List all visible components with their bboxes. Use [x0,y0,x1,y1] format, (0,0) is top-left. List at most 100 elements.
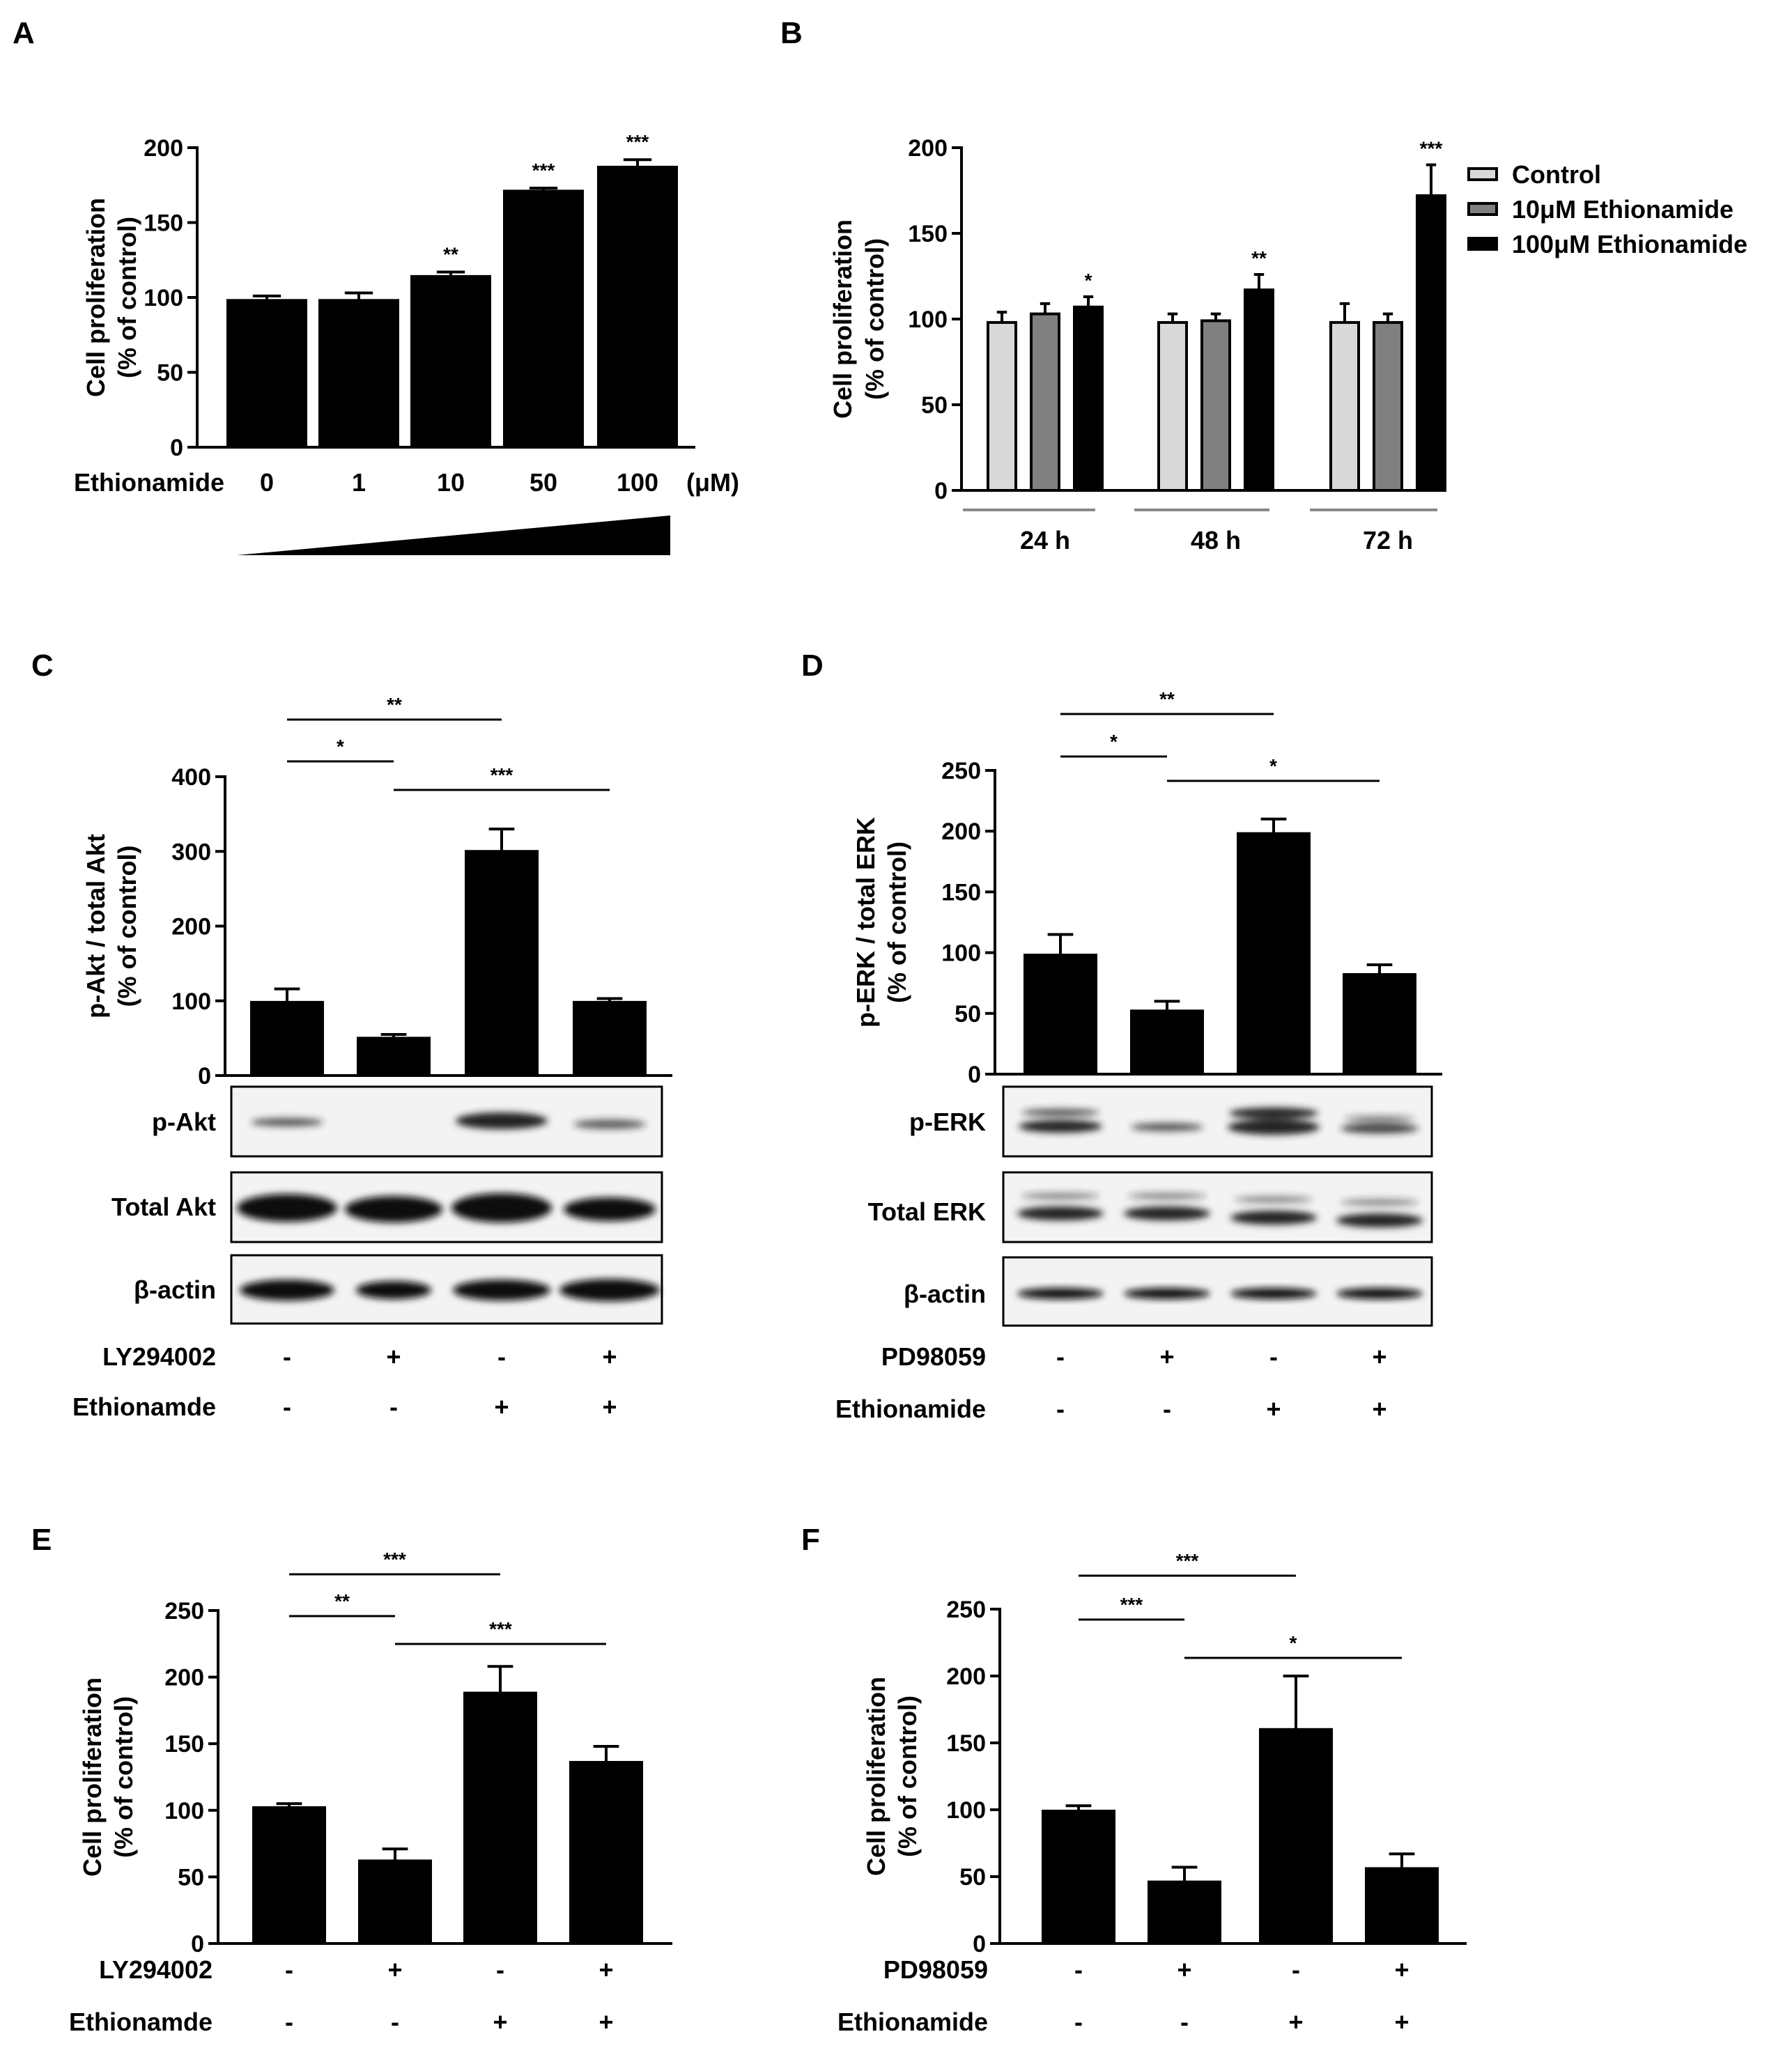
legend-label-100um: 100μM Ethionamide [1512,230,1747,258]
significance-label-d-0: ** [1159,688,1175,710]
bar-b-1-0 [1157,320,1188,492]
treatment-sign-f-1-0: - [1074,2008,1083,2036]
panel-d-blots: p-ERK Total ERK β-actin [868,1085,1433,1327]
band-d-perk-2 [1131,1123,1203,1131]
band-d-total-1b [1017,1206,1104,1220]
treatment-sign-c-0-2: - [497,1342,506,1371]
panel-e: 0 50 100 150 200 250 Cell proliferation (% of c… [69,1549,672,2036]
treatment-sign-e-0-1: + [387,1955,402,1984]
legend-swatch-control [1467,167,1498,181]
blot-d-total-erk [1002,1171,1433,1243]
y-tick-label-c: 200 [171,914,211,940]
band-c-total-2 [345,1196,442,1223]
bar-b-2-2 [1416,194,1446,492]
bar-c-1 [357,1037,431,1077]
bar-a-0 [226,299,307,449]
band-d-actin-4 [1336,1288,1423,1299]
blot-label-actin-c: β-actin [134,1275,216,1304]
treatment-sign-f-0-3: + [1394,1955,1409,1984]
band-d-perk-1b [1019,1120,1102,1133]
blot-label-total-akt: Total Akt [111,1193,216,1221]
treatment-sign-d-0-1: + [1159,1342,1174,1371]
bar-a-4 [597,165,678,449]
significance-label-c-1: * [337,736,344,757]
band-d-actin-3 [1230,1288,1317,1299]
blot-label-p-akt: p-Akt [152,1108,216,1136]
category-label-a-1: 1 [352,468,366,497]
blot-label-p-erk: p-ERK [909,1108,986,1136]
significance-a-2: ** [443,243,458,265]
band-c-actin-4 [559,1279,660,1301]
group-label-b-1: 48 h [1191,526,1241,554]
treatment-sign-f-0-2: - [1292,1955,1300,1984]
bar-f-1 [1148,1880,1221,1945]
y-tick-label-a: 100 [144,285,183,311]
y-axis-subtitle-e: (% of control) [109,1696,138,1858]
treatment-sign-f-1-3: + [1394,2008,1409,2036]
significance-label-d-1: * [1110,731,1118,752]
band-d-total-4b [1336,1213,1423,1227]
treatment-sign-e-0-2: - [496,1955,504,1984]
legend-swatch-10um [1467,202,1498,216]
blot-label-total-erk: Total ERK [868,1197,986,1226]
y-tick-label-c: 300 [171,839,211,865]
bar-d-3 [1343,972,1416,1076]
panel-label-e: E [31,1523,52,1557]
treatment-sign-f-1-2: + [1288,2008,1303,2036]
treatment-label-e-1: Ethionamde [69,2008,213,2036]
treatment-sign-c-1-2: + [494,1392,509,1421]
y-tick-label-f: 100 [946,1797,986,1824]
y-tick-label-f: 250 [946,1597,986,1623]
y-tick-label-d: 150 [941,879,981,906]
significance-label-e-0: *** [383,1549,406,1570]
y-tick-label-b: 200 [908,135,948,162]
category-label-a-0: 0 [260,468,274,497]
panel-label-d: D [801,649,824,683]
bar-e-3 [569,1760,643,1946]
bar-c-0 [250,1000,324,1078]
bar-e-0 [252,1806,326,1946]
treatment-label-f-0: PD98059 [883,1955,988,1984]
bar-d-1 [1130,1009,1204,1076]
treatment-label-c-0: LY294002 [102,1342,216,1371]
bar-e-1 [358,1859,432,1946]
bar-b-1-2 [1244,288,1274,492]
band-d-total-1a [1021,1193,1099,1200]
y-axis-subtitle-d: (% of control) [883,841,911,1003]
bar-a-3 [503,189,584,449]
y-tick-label-f: 200 [946,1663,986,1690]
treatment-sign-f-0-0: - [1074,1955,1083,1984]
treatment-sign-c-0-3: + [602,1342,617,1371]
significance-label-e-1: ** [334,1590,350,1612]
y-tick-label-e: 200 [164,1665,204,1691]
y-axis-title-f: Cell proliferation [862,1677,890,1876]
y-tick-label-d: 50 [955,1001,981,1027]
significance-label-f-1: *** [1120,1594,1143,1615]
y-tick-label-e: 100 [164,1798,204,1824]
significance-label-e-2: *** [489,1618,512,1640]
group-label-b-0: 24 h [1020,526,1070,554]
treatment-sign-d-0-0: - [1056,1342,1065,1371]
bar-c-3 [573,1000,647,1078]
blot-label-actin-d: β-actin [904,1280,986,1308]
treatment-sign-c-1-1: - [389,1392,398,1421]
panel-c: 0 100 200 300 400 p-Akt / total Akt (% of cont… [72,694,672,1421]
y-tick-label-a: 150 [144,210,183,237]
treatment-sign-c-0-0: - [283,1342,291,1371]
band-d-total-3a [1235,1196,1313,1203]
bar-d-0 [1024,954,1097,1076]
significance-label-c-0: ** [387,694,402,715]
category-label-a-2: 10 [437,468,465,497]
treatment-sign-d-1-3: + [1372,1395,1387,1423]
y-axis-subtitle-f: (% of control) [893,1696,922,1857]
panel-f: 0 50 100 150 200 250 Cell proliferation (% of c… [837,1550,1467,2036]
bar-b-2-1 [1373,320,1403,492]
panel-label-b: B [780,16,803,50]
y-tick-label-b: 50 [921,392,948,419]
significance-a-3: *** [532,160,555,181]
treatment-sign-d-1-2: + [1266,1395,1281,1423]
category-label-a-3: 50 [530,468,557,497]
legend-label-control: Control [1512,160,1601,189]
legend-label-10um: 10μM Ethionamide [1512,195,1733,224]
